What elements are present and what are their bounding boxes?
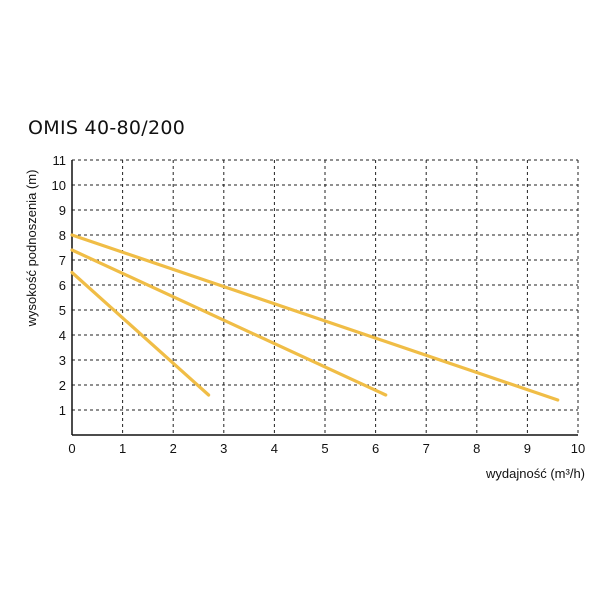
x-tick-label: 0 [68, 441, 75, 456]
x-tick-label: 1 [119, 441, 126, 456]
y-tick-label: 8 [59, 228, 66, 243]
x-tick-label: 7 [423, 441, 430, 456]
ticks-layer: 0 1 2 3 4 5 6 7 8 9 10 1 2 3 4 5 6 7 8 9 10 11 [52, 153, 586, 456]
y-tick-label: 1 [59, 403, 66, 418]
series-line-3 [70, 233, 560, 402]
x-tick-label: 8 [473, 441, 480, 456]
x-tick-label: 3 [220, 441, 227, 456]
axes-layer [71, 160, 578, 436]
x-axis-label: wydajność (m³/h) [485, 466, 585, 481]
x-tick-label: 9 [524, 441, 531, 456]
y-tick-label: 2 [59, 378, 66, 393]
x-tick-label: 10 [571, 441, 585, 456]
x-tick-label: 2 [170, 441, 177, 456]
x-tick-label: 6 [372, 441, 379, 456]
grid-layer [72, 159, 579, 435]
y-tick-label: 4 [59, 328, 66, 343]
y-tick-label: 10 [52, 178, 66, 193]
y-tick-label: 3 [59, 353, 66, 368]
series-line-1 [70, 270, 211, 397]
series-layer [70, 233, 560, 402]
y-tick-label: 7 [59, 253, 66, 268]
series-line-2 [70, 248, 388, 397]
y-tick-label: 9 [59, 203, 66, 218]
x-tick-label: 4 [271, 441, 278, 456]
y-tick-label: 5 [59, 303, 66, 318]
y-tick-label: 6 [59, 278, 66, 293]
chart-title: OMIS 40-80/200 [28, 117, 186, 139]
y-tick-label: 11 [53, 153, 67, 168]
y-axis-label: wysokość podnoszenia (m) [24, 170, 39, 328]
x-tick-label: 5 [321, 441, 328, 456]
